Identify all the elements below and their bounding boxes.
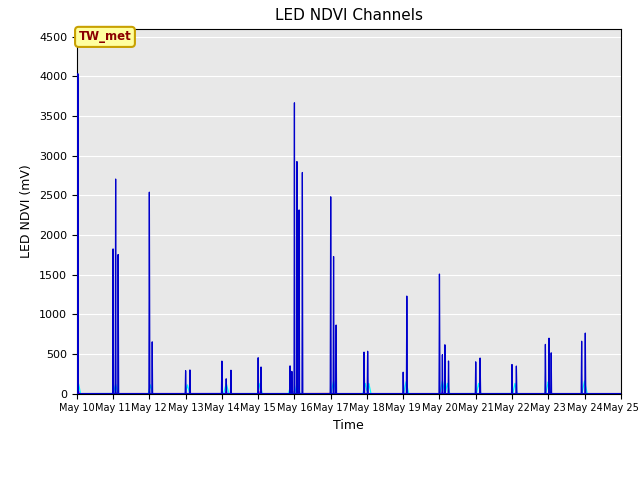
- Y-axis label: LED NDVI (mV): LED NDVI (mV): [20, 164, 33, 258]
- Text: TW_met: TW_met: [79, 30, 131, 43]
- X-axis label: Time: Time: [333, 419, 364, 432]
- Title: LED NDVI Channels: LED NDVI Channels: [275, 9, 423, 24]
